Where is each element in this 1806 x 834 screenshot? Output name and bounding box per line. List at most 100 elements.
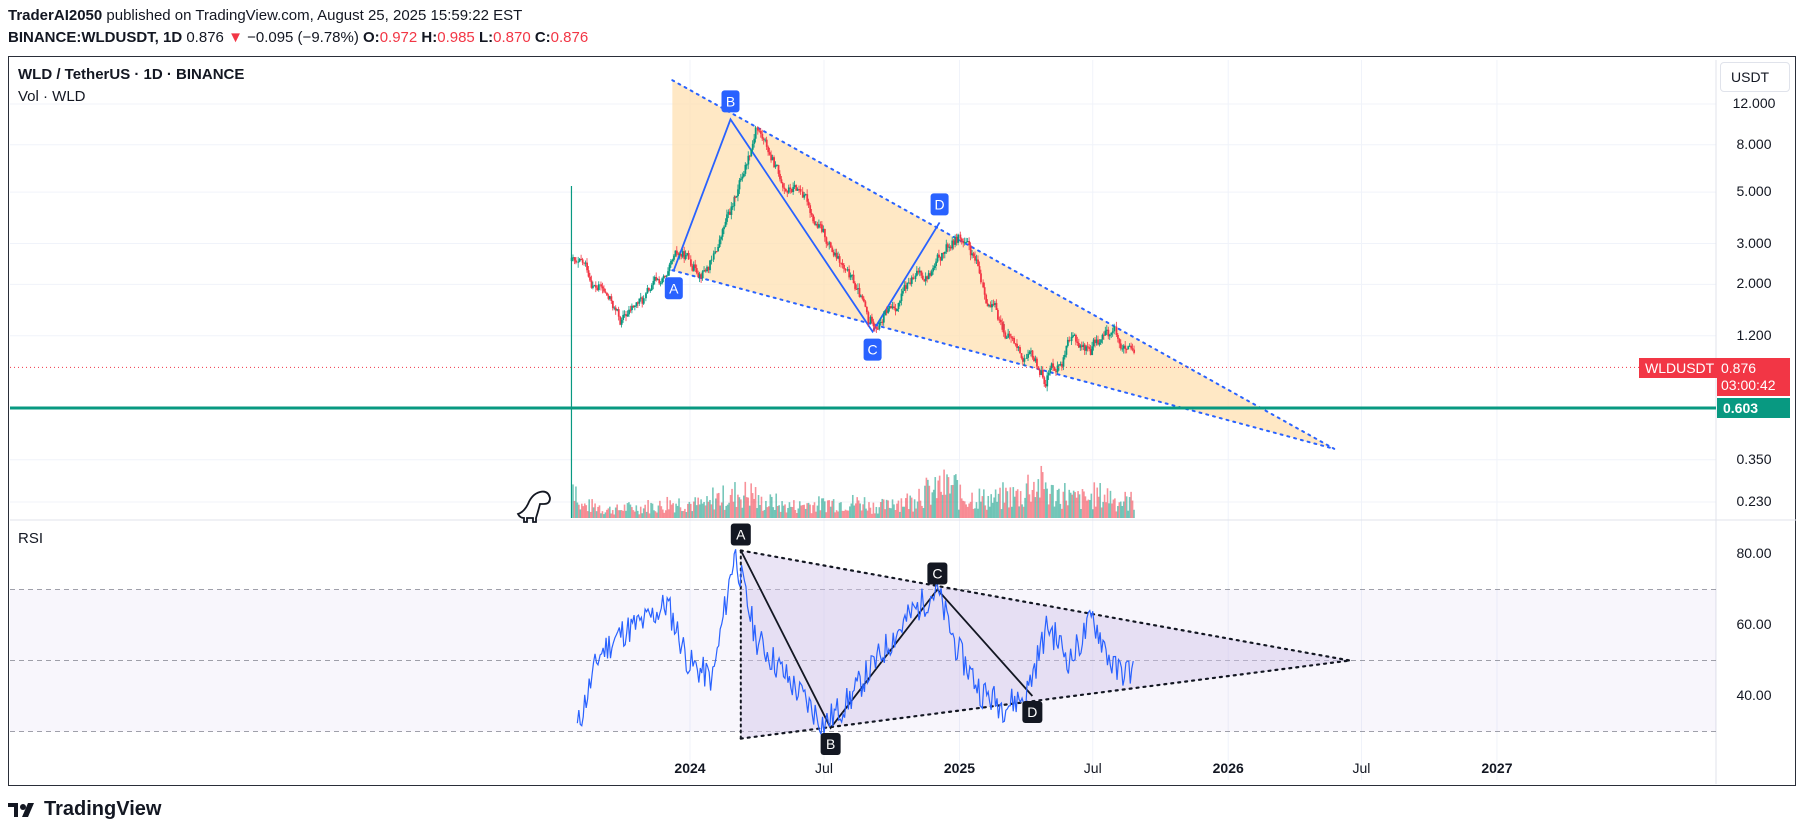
candle-body [983,287,986,295]
volume-bar [657,505,660,518]
volume-bar [963,501,966,518]
chart-frame[interactable] [8,56,1796,786]
candle-body [1070,336,1073,342]
candle-body [658,279,661,284]
volume-bar [796,513,798,518]
volume-bar [740,499,742,518]
candle-body [690,259,692,266]
volume-bar [1043,489,1046,518]
volume-bar [968,503,970,518]
candle-body [918,270,921,273]
rsi-axis-label: 40.00 [1736,687,1772,703]
candle-body [619,316,622,325]
volume-bar [617,510,620,518]
volume-bar [1055,501,1057,518]
volume-bar [910,497,913,518]
rsi-pattern-label-box [730,523,751,546]
volume-bar [810,513,813,518]
candle-body [832,252,835,256]
candle-body [683,251,686,259]
volume-bar [666,496,669,518]
candle-body [620,319,623,325]
volume-bar [1080,509,1082,518]
volume-bar [631,507,633,518]
candle-body [707,266,710,271]
volume-bar [748,505,751,518]
volume-bar [977,508,979,518]
candle-body [678,253,681,255]
candle-body [844,268,847,271]
countdown: 03:00:42 [1721,377,1776,393]
candle-body [789,187,792,189]
rsi-pattern-label-box [1022,701,1043,723]
candle-body [1028,351,1031,354]
volume-bar [882,499,885,518]
rsi-triangle-fill [740,550,1350,739]
candle-body [806,194,809,202]
candle-body [595,285,597,288]
candle-body [838,256,841,263]
candle-body [963,242,966,244]
candle-body [592,286,594,288]
volume-bar [713,509,716,518]
volume-bar [869,507,872,518]
candle-body [1086,346,1089,348]
candle-body [881,321,884,323]
symbol-full: BINANCE:WLDUSDT, 1D [8,29,183,46]
candle-body [628,309,630,315]
candle-body [944,251,946,254]
candle-body [945,244,948,252]
candle-body [706,266,708,272]
candle-body [671,259,674,261]
candle-body [1117,334,1119,339]
tradingview-logo[interactable]: TradingView [8,798,161,821]
candle-body [1016,343,1018,348]
volume-bar [1064,483,1066,518]
last-price: 0.876 [186,29,224,46]
candle-body [1068,339,1071,342]
volume-bar [701,503,704,518]
volume-bar [1131,500,1134,518]
volume-bar [1084,496,1087,518]
volume-bar [804,508,807,518]
price-axis-label: 8.000 [1736,135,1772,152]
candle-body [960,238,963,241]
candle-body [580,258,583,260]
candle-body [1013,337,1016,344]
candle-body [771,157,774,161]
volume-bar [670,504,673,518]
volume-bar [766,507,769,518]
volume-bar [626,503,629,518]
volume-bar [1127,510,1129,518]
candle-body [741,176,744,179]
currency-selector[interactable]: USDT [1720,62,1790,92]
candle-body [695,268,698,273]
volume-bar [589,511,592,518]
candle-body [601,286,604,289]
volume-bar [583,503,586,518]
volume-bar [1006,491,1009,518]
candle-body [890,306,893,308]
volume-bar [639,506,642,518]
volume-bar [1028,494,1031,518]
volume-label: Vol · WLD [18,88,86,105]
volume-bar [897,500,900,518]
volume-bar [723,509,726,518]
volume-bar [623,504,626,518]
candle-body [623,314,626,316]
candle-body [910,277,913,284]
candle-body [804,194,807,196]
candle-body [869,316,872,324]
candle-body [1079,345,1082,348]
volume-bar [900,498,903,518]
candle-body [1031,350,1034,358]
volume-bar [975,502,978,518]
volume-bar [981,496,984,518]
candle-body [942,252,945,254]
author-name[interactable]: TraderAI2050 [8,7,103,24]
candle-body [701,271,704,279]
volume-bar [930,504,932,518]
candle-body [887,308,890,313]
volume-bar [732,501,735,518]
